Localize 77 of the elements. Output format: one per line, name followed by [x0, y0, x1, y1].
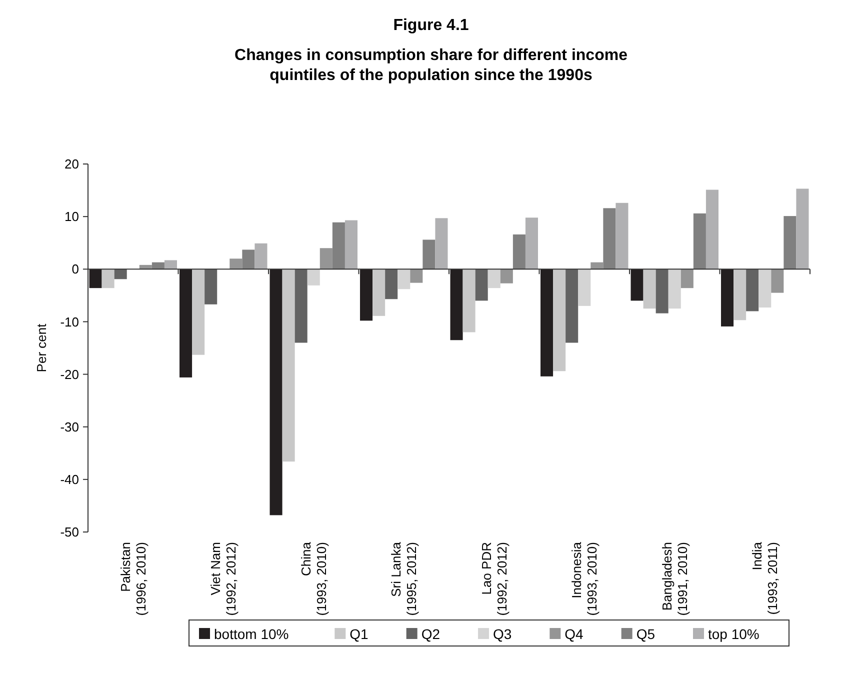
bar: [360, 269, 373, 321]
legend-label: Q5: [636, 626, 656, 642]
x-tick-label: China (1993, 2010): [298, 541, 329, 616]
legend-label: Q3: [493, 626, 512, 642]
bar: [102, 269, 114, 288]
bar: [450, 269, 463, 340]
bar: [332, 222, 345, 270]
bar: [796, 188, 809, 270]
bar: [89, 269, 102, 288]
bar: [784, 216, 796, 270]
x-tick-label: India (1993, 2011): [750, 541, 780, 615]
bar: [500, 269, 513, 284]
bar: [578, 269, 591, 306]
bar: [344, 220, 358, 270]
bar: [204, 269, 218, 304]
bar: [385, 269, 398, 300]
bar: [372, 269, 386, 316]
bar: [307, 269, 320, 286]
y-tick-label: -50: [60, 524, 79, 540]
bar: [282, 269, 295, 462]
x-tick-label: Pakistan (1996, 2010): [118, 542, 148, 616]
bar: [771, 269, 784, 293]
bar: [192, 269, 205, 355]
bar: [164, 260, 177, 270]
bar: [410, 269, 423, 283]
bar: [230, 258, 242, 270]
bar: [488, 269, 500, 288]
y-tick-label: 20: [64, 156, 79, 172]
bar: [553, 269, 566, 372]
x-tick-label: Viet Nam (1992, 2012): [208, 542, 239, 616]
x-tick-label: Indonesia (1993, 2010): [569, 541, 600, 616]
legend-label: Q2: [421, 626, 440, 642]
bar: [693, 213, 706, 270]
y-axis-title: Per cent: [34, 323, 49, 372]
legend-label: Q1: [350, 626, 369, 642]
bar: [254, 243, 268, 270]
y-tick-label: -30: [60, 419, 79, 434]
bar: [540, 269, 554, 376]
y-tick-label: -10: [60, 314, 79, 330]
bar: [746, 269, 759, 312]
bar: [758, 269, 772, 308]
bar: [242, 250, 255, 270]
bar: [462, 269, 476, 332]
legend-label: Q4: [564, 626, 584, 642]
bar: [475, 269, 488, 301]
chart-title: Figure 4.1: [393, 17, 469, 34]
bar: [603, 208, 616, 270]
bar: [294, 269, 308, 343]
bar: [435, 218, 448, 270]
x-tick-label: Bangladesh (1991, 2010): [659, 542, 690, 616]
bar: [706, 190, 718, 270]
bar: [680, 269, 694, 288]
bar: [668, 269, 681, 309]
bar: [643, 269, 656, 309]
bar: [734, 269, 746, 320]
bar: [566, 269, 578, 343]
bar: [180, 269, 192, 378]
y-tick-label: 10: [64, 209, 79, 224]
bar: [616, 202, 628, 270]
y-tick-label: -40: [60, 472, 79, 487]
chart-subtitle: Changes in consumption share for different income quintiles of the population since the 1990s: [234, 47, 628, 84]
legend-label: bottom 10%: [214, 626, 289, 642]
bar: [630, 269, 644, 301]
bar: [656, 269, 668, 314]
bar: [398, 269, 410, 290]
bar: [422, 240, 436, 270]
bar: [270, 269, 282, 516]
y-tick-label: -20: [60, 366, 79, 382]
bar: [721, 269, 734, 326]
x-tick-label: Lao PDR (1992, 2012): [478, 542, 510, 616]
bar: [512, 234, 526, 270]
x-tick-label: Sri Lanka (1995, 2012): [388, 541, 420, 616]
legend-label: top 10%: [708, 626, 760, 642]
bar: [525, 218, 538, 270]
y-tick-label: 0: [72, 262, 79, 277]
bar: [114, 269, 127, 280]
bar: [320, 248, 332, 270]
